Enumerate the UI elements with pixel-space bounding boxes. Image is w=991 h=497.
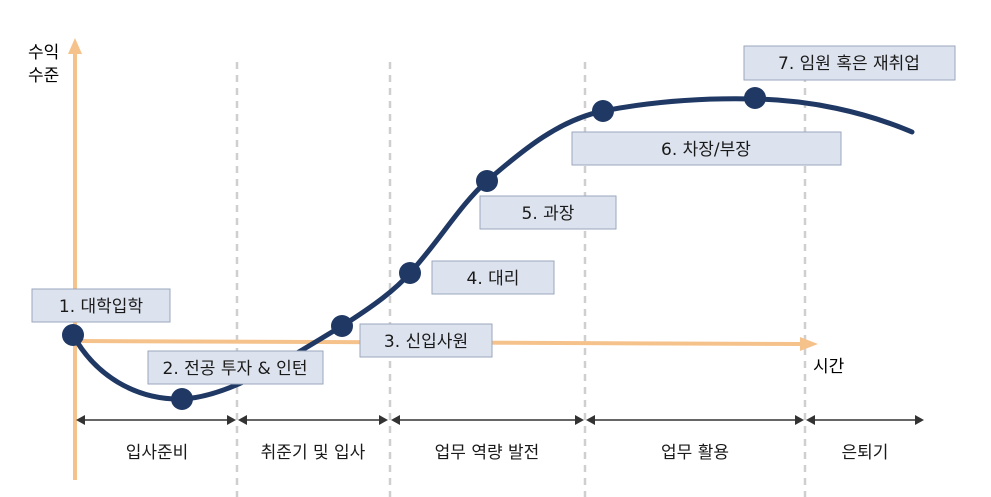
milestone-text-5: 5. 과장 (522, 204, 575, 224)
phase-arrow-4 (586, 415, 804, 425)
milestone-dot-1 (62, 324, 84, 346)
y-axis-label-line1: 수익 (28, 43, 59, 63)
milestone-label-7: 7. 임원 혹은 재취업 (743, 45, 956, 81)
phase-arrow-1-right-head (227, 415, 236, 425)
axes: 수익 수준 시간 (28, 38, 845, 480)
y-axis-label-line2: 수준 (28, 66, 59, 86)
phase-arrow-5 (806, 415, 924, 425)
x-axis-label: 시간 (813, 357, 845, 377)
phase-arrow-4-right-head (795, 415, 804, 425)
milestone-dot-7 (744, 87, 766, 109)
phase-arrow-3-left-head (391, 415, 400, 425)
phase-labels: 입사준비 취준기 및 입사 업무 역량 발전 업무 활용 은퇴기 (126, 443, 889, 463)
milestone-box-1 (31, 288, 171, 323)
milestone-text-6: 6. 차장/부장 (661, 140, 751, 160)
milestone-dot-3 (331, 315, 353, 337)
milestone-text-2: 2. 전공 투자 & 인턴 (163, 359, 308, 379)
milestone-labels: 1. 대학입학 2. 전공 투자 & 인턴 3. 신입사원 4. 대리 5. 과… (31, 45, 956, 385)
y-axis-arrowhead (68, 38, 82, 54)
milestone-text-7: 7. 임원 혹은 재취업 (778, 54, 920, 74)
milestone-text-3: 3. 신입사원 (384, 332, 468, 352)
x-axis-arrowhead (800, 337, 818, 351)
phase-arrows (76, 415, 924, 425)
milestone-box-6 (571, 131, 842, 166)
milestone-label-3: 3. 신입사원 (359, 323, 493, 358)
phase-arrow-1-left-head (76, 415, 85, 425)
phase-arrow-3 (391, 415, 584, 425)
phase-arrow-2-right-head (379, 415, 388, 425)
milestone-dot-2 (171, 388, 193, 410)
phase-label-1: 입사준비 (126, 443, 189, 463)
milestone-label-5: 5. 과장 (479, 195, 617, 230)
phase-label-4: 업무 활용 (661, 443, 729, 463)
phase-arrow-2-left-head (238, 415, 247, 425)
phase-label-5: 은퇴기 (842, 443, 889, 463)
phase-arrow-5-left-head (806, 415, 815, 425)
phase-arrow-4-left-head (586, 415, 595, 425)
phase-arrow-2 (238, 415, 388, 425)
milestone-dots (62, 87, 766, 410)
milestone-dot-6 (592, 100, 614, 122)
milestone-box-2 (147, 350, 324, 385)
milestone-box-7 (743, 45, 956, 81)
milestone-label-4: 4. 대리 (431, 260, 555, 295)
milestone-label-2: 2. 전공 투자 & 인턴 (147, 350, 324, 385)
milestone-label-1: 1. 대학입학 (31, 288, 171, 323)
phase-arrow-3-right-head (575, 415, 584, 425)
phase-arrow-5-right-head (915, 415, 924, 425)
milestone-label-6: 6. 차장/부장 (571, 131, 842, 166)
milestone-box-3 (359, 323, 493, 358)
milestone-box-5 (479, 195, 617, 230)
milestone-text-1: 1. 대학입학 (59, 297, 144, 317)
phase-label-3: 업무 역량 발전 (435, 443, 540, 463)
milestone-box-4 (431, 260, 555, 295)
milestone-dot-4 (399, 262, 421, 284)
phase-arrow-1 (76, 415, 236, 425)
milestone-text-4: 4. 대리 (467, 269, 520, 289)
milestone-dot-5 (476, 170, 498, 192)
phase-label-2: 취준기 및 입사 (261, 443, 366, 463)
